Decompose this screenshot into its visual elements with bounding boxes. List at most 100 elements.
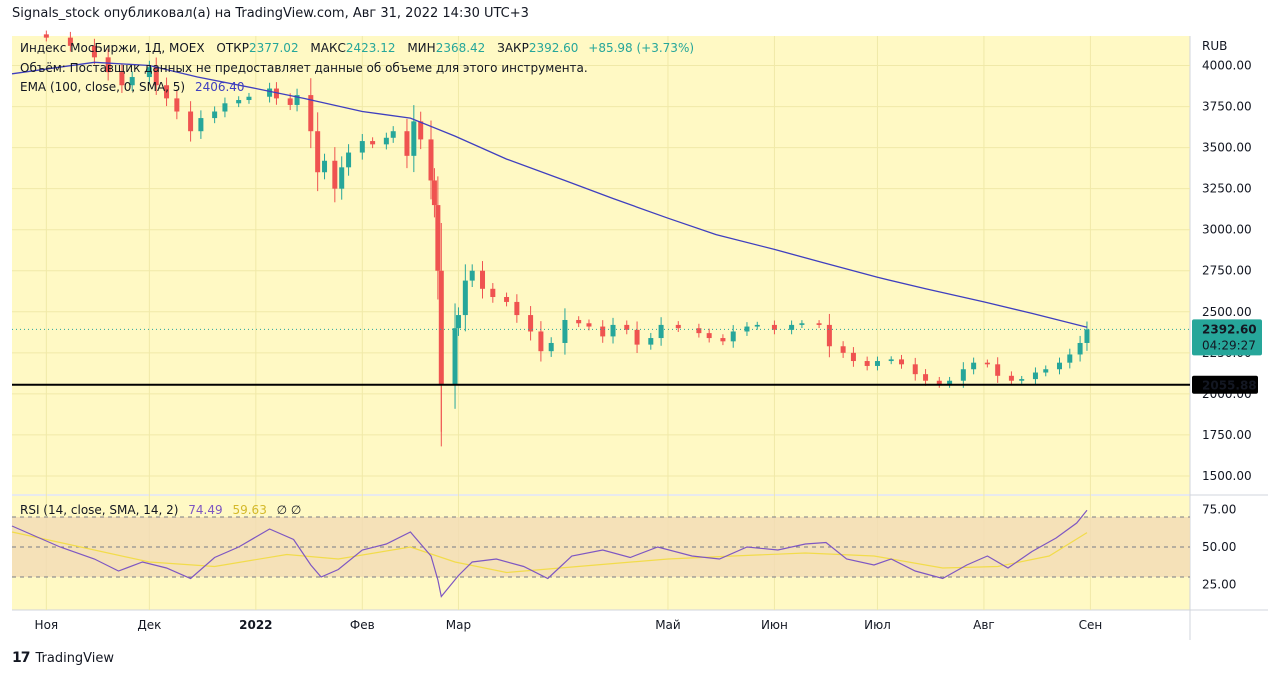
legend-ema-value: 2406.40	[195, 80, 245, 94]
candle-body	[359, 141, 365, 153]
price-axis[interactable]: RUB 4000.00 3750.00 3500.00 3250.00 3000.00 27…	[1192, 39, 1262, 483]
candle-body	[236, 100, 242, 104]
candle-body	[504, 297, 510, 302]
rsi-axis-background	[1190, 496, 1268, 610]
candle-body	[273, 88, 279, 99]
time-label: Ноя	[35, 618, 59, 632]
legend-open-label: ОТКР	[216, 41, 249, 55]
legend-rsi: RSI (14, close, SMA, 14, 2) 74.49 59.63 …	[20, 503, 301, 517]
price-tick-label: 2500.00	[1202, 305, 1252, 319]
candle-body	[246, 96, 252, 101]
candle-body	[984, 362, 990, 365]
candle-body	[1056, 362, 1062, 370]
candle-body	[840, 346, 846, 353]
candle-body	[720, 338, 726, 342]
candle-body	[1077, 342, 1083, 355]
horizontal-line-2055[interactable]	[12, 328, 1190, 386]
time-label: Сен	[1079, 618, 1103, 632]
candle-body	[431, 180, 437, 206]
candle-body	[874, 361, 880, 366]
legend-line-1: Индекс МосБиржи, 1Д, MOEX ОТКР2377.02 МА…	[20, 41, 694, 55]
candle-body	[174, 98, 180, 112]
candle-body	[469, 270, 475, 281]
candle-body	[404, 131, 410, 156]
candle-body	[129, 77, 135, 86]
candle-body	[600, 326, 606, 337]
time-label: Июл	[864, 618, 891, 632]
candle-body	[899, 359, 905, 365]
candle-body	[648, 338, 654, 345]
candle-body	[923, 374, 929, 381]
candle-body	[799, 323, 805, 325]
time-label: Июн	[761, 618, 788, 632]
candle-body	[1008, 375, 1014, 381]
candle-body	[452, 328, 458, 385]
price-tick-label: 1750.00	[1202, 428, 1252, 442]
candle-body	[789, 324, 795, 330]
candle-body	[198, 118, 204, 132]
rsi-axis[interactable]: 75.00 50.00 25.00	[1202, 503, 1236, 592]
legend-change: +85.98 (+3.73%)	[588, 41, 694, 55]
candle-body	[586, 323, 592, 327]
candle-body	[826, 324, 832, 347]
candle-body	[624, 324, 630, 330]
candle-body	[771, 324, 777, 330]
candle-body	[1067, 354, 1073, 363]
legend-rsi-ma-value: 59.63	[232, 503, 266, 517]
legend-ema-label: EMA (100, close, 0, SMA, 5)	[20, 80, 185, 94]
publish-info: Signals_stock опубликовал(а) на TradingV…	[12, 6, 529, 21]
candle-body	[411, 121, 417, 156]
candle-body	[816, 323, 822, 325]
price-pane-background	[12, 36, 1190, 494]
price-axis-background	[1190, 36, 1268, 494]
candle-body	[294, 95, 300, 105]
candle-body	[390, 131, 396, 138]
candle-body	[1084, 329, 1090, 343]
candle-body	[164, 85, 170, 99]
candle-body	[634, 329, 640, 345]
candle-body	[339, 167, 345, 189]
candle-body	[43, 34, 49, 38]
legend-low-label: МИН	[407, 41, 435, 55]
candle-body	[346, 152, 352, 168]
candle-body	[888, 359, 894, 362]
last-price-badge	[1192, 319, 1262, 356]
ema-line	[11, 61, 1088, 328]
rsi-band	[12, 516, 1190, 578]
rsi-line	[11, 509, 1088, 598]
candle-body	[438, 270, 444, 385]
candle-body	[315, 131, 321, 173]
candle-body	[480, 270, 486, 289]
price-tick-label: 4000.00	[1202, 59, 1252, 73]
rsi-tick-label: 50.00	[1202, 540, 1236, 554]
candle-body	[105, 57, 111, 73]
candle-body	[658, 324, 664, 339]
candle-body	[119, 72, 125, 86]
candle-body	[864, 361, 870, 366]
candle-body	[188, 111, 194, 132]
candle-body	[428, 139, 434, 181]
time-axis[interactable]: Ноя Дек 2022 Фев Мар Май Июн Июл Авг Сен	[35, 618, 1103, 632]
candle-body	[308, 95, 314, 132]
candle-body	[528, 315, 534, 332]
legend-volume-note: Объём: Поставщик данных не предоставляет…	[20, 61, 588, 75]
time-label: Мар	[446, 618, 471, 632]
footer: 17 TradingView	[12, 650, 114, 666]
candle-body	[971, 362, 977, 370]
candle-body	[936, 380, 942, 385]
candle-body	[912, 364, 918, 375]
rsi-ma-line	[11, 531, 1088, 574]
legend-instrument: Индекс МосБиржи, 1Д, MOEX	[20, 41, 205, 55]
candle-body	[947, 380, 953, 385]
candle-body	[576, 319, 582, 324]
price-tick-label: 3000.00	[1202, 223, 1252, 237]
candle-body	[960, 369, 966, 381]
candle-body	[222, 103, 228, 112]
price-tick-label: 1500.00	[1202, 469, 1252, 483]
candle-body	[267, 88, 273, 97]
candle-body	[332, 160, 338, 189]
price-tick-label: 3750.00	[1202, 100, 1252, 114]
legend-low-value: 2368.42	[436, 41, 486, 55]
candle-body	[754, 324, 760, 327]
